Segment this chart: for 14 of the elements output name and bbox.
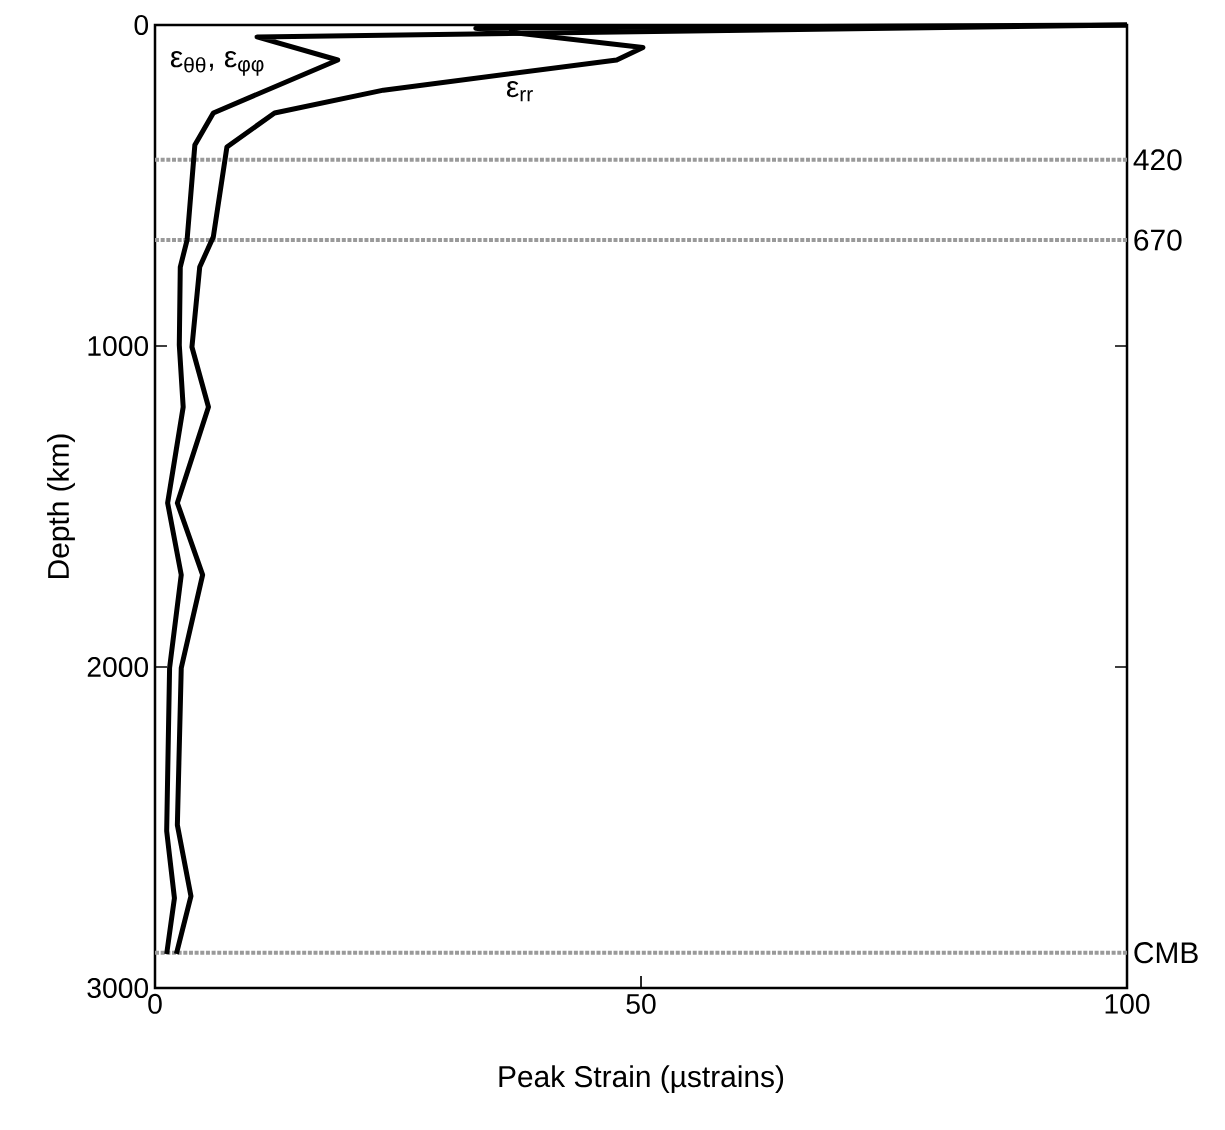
- x-axis-title: Peak Strain (µstrains): [499, 1065, 784, 1094]
- y-axis-title: Depth (km): [47, 434, 75, 578]
- series-label: ε$_{rr}$: [506, 80, 533, 102]
- y-tick-label: 3000: [87, 978, 149, 999]
- legend-label: ε$_{θθ}$, ε$_{φφ}$: [170, 50, 264, 76]
- y-tick-label: 1000: [88, 336, 149, 357]
- x-tick-label: 0: [148, 993, 162, 1014]
- x-tick-label: 100: [1105, 993, 1150, 1014]
- ref-line-label: CMB: [1134, 942, 1198, 964]
- x-tick-label: 50: [626, 993, 656, 1014]
- ref-line-label: 670: [1134, 229, 1182, 251]
- y-tick-label: 0: [134, 15, 149, 36]
- ref-line-label: 420: [1133, 149, 1182, 171]
- y-tick-label: 2000: [87, 657, 149, 678]
